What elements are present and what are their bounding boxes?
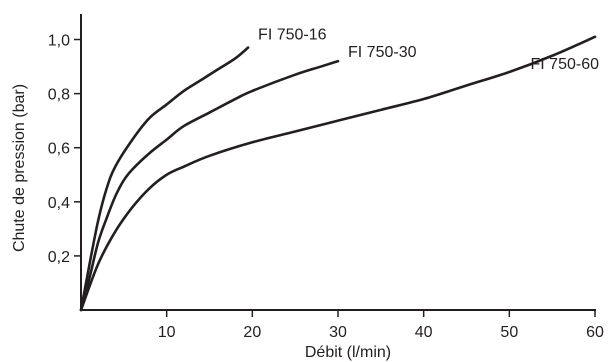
axes — [80, 14, 596, 311]
x-tick-label: 20 — [243, 324, 261, 341]
y-tick-label: 0,6 — [48, 141, 70, 158]
series-line — [79, 46, 250, 312]
curves — [79, 35, 597, 312]
y-ticks: 0,2 0,4 0,6 0,8 1,0 — [48, 33, 81, 266]
x-axis-label: Débit (l/min) — [305, 344, 391, 361]
series-line — [79, 59, 340, 312]
series-line — [79, 35, 597, 312]
x-tick-label: 10 — [158, 324, 176, 341]
y-tick-label: 0,8 — [48, 87, 70, 104]
y-tick-label: 0,2 — [48, 249, 70, 266]
series-label: FI 750-16 — [258, 27, 327, 44]
x-tick-label: 30 — [329, 324, 347, 341]
y-tick-label: 0,4 — [48, 195, 70, 212]
series-labels: FI 750-16 FI 750-30 FI 750-60 — [258, 27, 599, 73]
x-tick-label: 60 — [586, 324, 604, 341]
series-label: FI 750-30 — [348, 44, 417, 61]
x-tick-label: 50 — [500, 324, 518, 341]
series-label: FI 750-60 — [531, 56, 600, 73]
y-axis-label: Chute de pression (bar) — [11, 84, 28, 252]
y-tick-label: 1,0 — [48, 33, 70, 50]
x-tick-label: 40 — [415, 324, 433, 341]
x-ticks: 10 20 30 40 50 60 — [158, 310, 604, 341]
